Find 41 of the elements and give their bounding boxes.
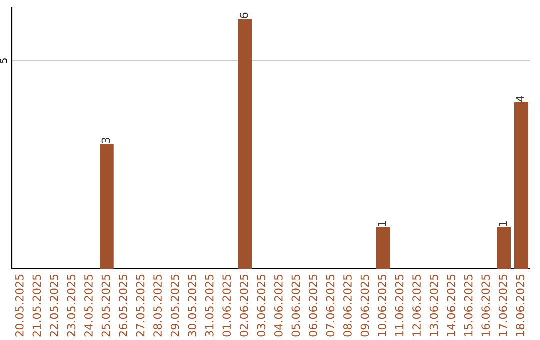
bar — [100, 144, 114, 269]
x-tick-label: 24.05.2025 — [84, 274, 93, 337]
x-tick-label: 30.05.2025 — [188, 274, 197, 337]
x-tick-label: 22.05.2025 — [50, 274, 58, 337]
x-tick-label: 21.05.2025 — [32, 274, 42, 337]
data-label: 4 — [516, 96, 524, 102]
x-tick-label: 08.06.2025 — [344, 274, 352, 337]
x-tick-label: 23.05.2025 — [67, 274, 76, 337]
x-tick-label: 20.05.2025 — [15, 274, 24, 337]
x-tick-label: 17.06.2025 — [498, 274, 508, 336]
x-tick-label: 27.05.2025 — [136, 274, 145, 337]
x-tick-label: 16.06.2025 — [482, 274, 490, 336]
x-tick-label: 11.06.2025 — [395, 274, 404, 336]
data-label: 1 — [378, 221, 386, 226]
x-tick-label: 05.06.2025 — [292, 274, 300, 337]
x-tick-label: 01.06.2025 — [222, 274, 232, 337]
x-tick-label: 07.06.2025 — [326, 274, 335, 337]
bar — [497, 227, 512, 269]
data-label: 6 — [240, 12, 248, 18]
x-tick-label: 29.05.2025 — [170, 274, 180, 337]
x-tick-label: 28.05.2025 — [154, 274, 162, 337]
bar — [514, 102, 528, 269]
data-label: 1 — [499, 221, 508, 226]
x-tick-label: 14.06.2025 — [447, 274, 456, 336]
x-tick-label: 03.06.2025 — [257, 274, 266, 337]
x-tick-label: 04.06.2025 — [274, 274, 283, 337]
bar — [376, 227, 390, 269]
x-tick-label: 18.06.2025 — [516, 274, 525, 336]
bar — [238, 19, 252, 269]
data-label: 3 — [102, 138, 110, 144]
x-tick-label: 02.06.2025 — [240, 274, 248, 337]
x-tick-label: 06.06.2025 — [308, 274, 318, 337]
x-tick-label: 13.06.2025 — [430, 274, 438, 336]
x-tick-label: 12.06.2025 — [412, 274, 421, 336]
x-tick-label: 10.06.2025 — [378, 274, 386, 336]
x-tick-label: 15.06.2025 — [464, 274, 473, 336]
x-tick-label: 26.05.2025 — [119, 274, 128, 337]
x-tick-label: 25.05.2025 — [102, 274, 110, 337]
x-tick-label: 31.05.2025 — [205, 274, 214, 337]
x-tick-label: 09.06.2025 — [360, 274, 370, 337]
y-tick-label: 5 — [0, 58, 8, 64]
